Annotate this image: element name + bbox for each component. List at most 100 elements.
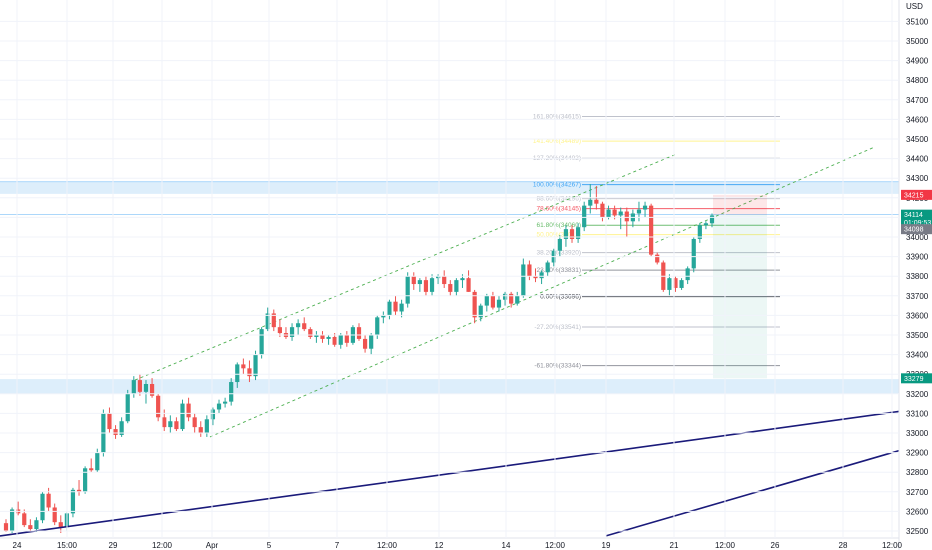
candle [271, 309, 276, 332]
candle [582, 201, 587, 232]
candle-body [576, 227, 581, 239]
candle-body [320, 335, 325, 339]
candle-body [174, 421, 179, 430]
candle-body [533, 276, 538, 279]
candle-body [399, 303, 404, 312]
candle [405, 272, 410, 308]
candle [618, 207, 623, 230]
candle [83, 466, 88, 494]
candle [636, 201, 642, 222]
candle-body [247, 368, 252, 377]
fib-level-label: -61.80%(33344) [534, 363, 581, 370]
candle-body [229, 382, 234, 402]
candle [630, 209, 635, 228]
time-tick-label: 29 [109, 541, 118, 550]
candle [387, 299, 392, 320]
candle [356, 323, 362, 341]
candle-body [137, 380, 142, 392]
channel-upper-line [134, 154, 676, 381]
candle [466, 270, 471, 292]
candle [326, 335, 331, 345]
candle-body [186, 403, 191, 418]
candle [89, 458, 94, 473]
candle [509, 291, 514, 308]
candle-body [216, 403, 222, 410]
candle-body [125, 393, 130, 422]
candle-body [588, 199, 593, 206]
candle [192, 413, 197, 433]
candle-body [436, 276, 441, 279]
price-axis[interactable]: 32500 32600 32700 32800 32900 33000 33100 33200… [0, 17, 929, 536]
candle-body [28, 525, 33, 530]
candle-body [484, 295, 489, 306]
price-tag-label: 34098 [904, 227, 924, 234]
candle-body [192, 417, 197, 428]
candle [655, 252, 660, 265]
candle [691, 237, 696, 273]
candle-body [515, 295, 520, 304]
candle-body [95, 452, 100, 471]
candle-body [289, 327, 295, 337]
price-tick-label: 32600 [906, 507, 929, 516]
price-tick-label: 35000 [906, 37, 929, 46]
candle [344, 331, 349, 347]
price-tick-label: 34800 [906, 76, 929, 85]
price-tick-label: 33800 [906, 272, 929, 281]
candle-body [569, 229, 575, 239]
candle-body [417, 280, 422, 285]
candle [265, 307, 270, 332]
candle-body [539, 272, 544, 279]
price-tick-label: 35100 [906, 17, 929, 26]
candle-body [393, 301, 398, 312]
candle [186, 397, 191, 422]
candle [679, 278, 684, 290]
candle [393, 295, 398, 316]
trend-line-second [605, 449, 900, 537]
candle-body [612, 209, 617, 216]
candle-body [149, 384, 155, 396]
price-tick-label: 32700 [906, 488, 929, 497]
candle-body [162, 417, 167, 428]
candle [624, 207, 629, 237]
candle-body [703, 223, 709, 226]
fib-level-label: 0.00%(33696) [540, 294, 581, 301]
candle-body [143, 384, 149, 392]
price-tick-label: 33600 [906, 311, 929, 320]
candle [229, 378, 234, 406]
candle [490, 291, 495, 310]
candle [22, 509, 27, 528]
candles[interactable] [3, 184, 715, 533]
fib-level-label: 61.80%(34060) [537, 222, 581, 229]
time-axis[interactable]: 24 15:00 29 12:00 Apr 5 7 12:00 12 14 12:00 19 21 12:… [13, 0, 903, 550]
price-tick-label: 32500 [906, 527, 929, 536]
candle-body [454, 280, 459, 292]
candle-body [235, 364, 240, 383]
candle-body [89, 468, 94, 471]
candle [484, 293, 489, 312]
candle [259, 327, 264, 359]
candle [527, 260, 532, 281]
candle [314, 331, 319, 343]
candle [411, 272, 416, 290]
candle-body [472, 291, 477, 318]
candle-body [502, 293, 508, 300]
candle-body [113, 429, 118, 435]
candle-body [478, 305, 483, 318]
channel-lower-line [209, 146, 876, 438]
candle-body [326, 336, 331, 339]
candle [533, 268, 538, 283]
candle-body [691, 238, 696, 269]
candle [308, 327, 313, 339]
candle [235, 362, 240, 388]
candle [277, 319, 282, 337]
price-tick-label: 32800 [906, 468, 929, 477]
price-tag-bg [901, 209, 932, 220]
price-tick-label: 33700 [906, 292, 929, 301]
candle [545, 260, 550, 277]
candle [569, 225, 575, 243]
candle [423, 276, 429, 296]
candle [320, 331, 325, 343]
candle-body [697, 225, 702, 239]
candle-body [3, 523, 9, 531]
